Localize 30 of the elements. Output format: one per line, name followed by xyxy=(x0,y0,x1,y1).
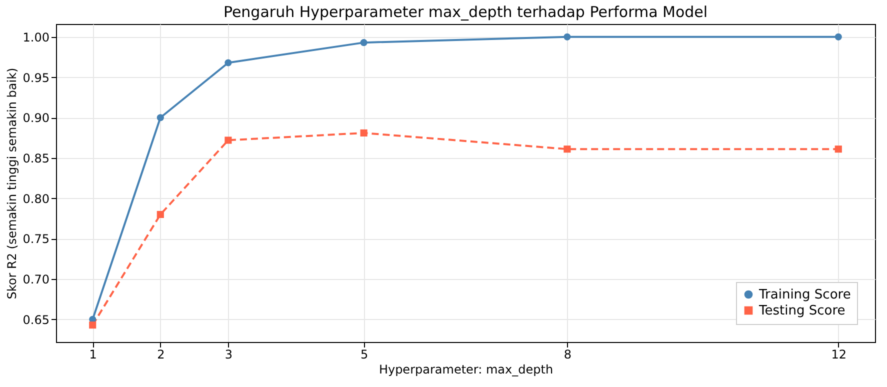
point xyxy=(89,322,96,329)
y-tick-label: 0.80 xyxy=(22,192,50,206)
y-tick-label: 0.85 xyxy=(22,151,50,166)
x-tick-label: 1 xyxy=(89,348,97,362)
point xyxy=(360,39,368,46)
y-tick-label: 0.90 xyxy=(22,111,50,126)
y-axis-title: Skor R2 (semakin tinggi semakin baik) xyxy=(4,68,19,300)
x-tick-label: 12 xyxy=(831,348,847,362)
point xyxy=(564,33,571,40)
x-tick-label: 3 xyxy=(224,348,233,362)
x-tick-label: 2 xyxy=(157,348,165,362)
point xyxy=(834,146,842,153)
point xyxy=(156,210,164,218)
y-tick-label: 0.75 xyxy=(22,232,50,246)
y-tick-label: 0.65 xyxy=(22,312,50,327)
point xyxy=(224,59,232,66)
point xyxy=(564,146,571,153)
point xyxy=(834,33,842,40)
point xyxy=(224,136,232,144)
x-axis-title: Hyperparameter: max_depth xyxy=(378,362,554,376)
y-tick-label: 0.70 xyxy=(22,272,50,287)
y-tick-label: 1.00 xyxy=(22,30,50,44)
x-tick-label: 5 xyxy=(360,348,368,362)
y-tick-label: 0.95 xyxy=(22,70,50,85)
point xyxy=(156,114,164,122)
legend-label: Training Score xyxy=(758,288,851,302)
x-tick-label: 8 xyxy=(564,348,572,362)
point xyxy=(360,129,368,136)
legend-label: Testing Score xyxy=(758,304,846,318)
chart-title: Pengaruh Hyperparameter max_depth terhadap Performa Model xyxy=(223,3,708,21)
